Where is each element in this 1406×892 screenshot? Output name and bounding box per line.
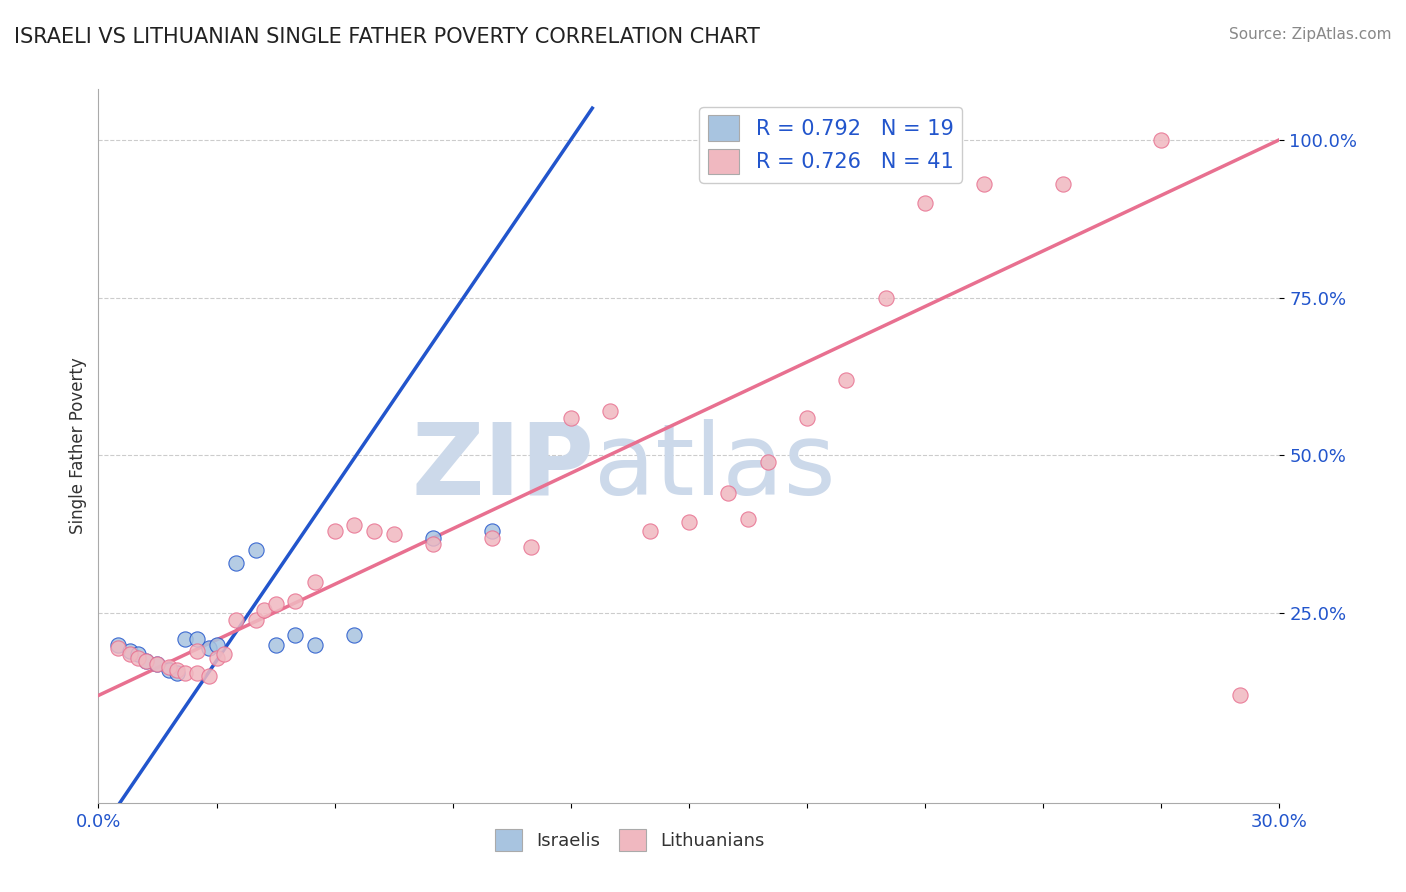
Point	[225, 556, 247, 570]
Point	[560, 410, 582, 425]
Point	[284, 628, 307, 642]
Point	[253, 603, 276, 617]
Point	[264, 597, 287, 611]
Point	[214, 648, 236, 662]
Point	[422, 537, 444, 551]
Point	[343, 628, 366, 642]
Point	[1052, 177, 1074, 191]
Point	[304, 638, 326, 652]
Point	[107, 638, 129, 652]
Point	[197, 669, 219, 683]
Point	[135, 654, 157, 668]
Point	[599, 404, 621, 418]
Point	[127, 648, 149, 662]
Point	[1150, 133, 1173, 147]
Point	[481, 524, 503, 539]
Text: ZIP: ZIP	[412, 419, 595, 516]
Point	[363, 524, 385, 539]
Point	[197, 641, 219, 656]
Point	[638, 524, 661, 539]
Point	[127, 650, 149, 665]
Point	[914, 195, 936, 210]
Point	[166, 666, 188, 681]
Text: atlas: atlas	[595, 419, 837, 516]
Point	[157, 660, 180, 674]
Text: ISRAELI VS LITHUANIAN SINGLE FATHER POVERTY CORRELATION CHART: ISRAELI VS LITHUANIAN SINGLE FATHER POVE…	[14, 27, 759, 46]
Point	[107, 641, 129, 656]
Point	[135, 654, 157, 668]
Point	[796, 410, 818, 425]
Point	[166, 663, 188, 677]
Point	[481, 531, 503, 545]
Point	[118, 644, 141, 658]
Point	[186, 644, 208, 658]
Point	[205, 638, 228, 652]
Point	[835, 373, 858, 387]
Point	[973, 177, 995, 191]
Point	[146, 657, 169, 671]
Point	[118, 648, 141, 662]
Point	[264, 638, 287, 652]
Point	[422, 531, 444, 545]
Point	[225, 613, 247, 627]
Point	[304, 574, 326, 589]
Point	[717, 486, 740, 500]
Point	[875, 291, 897, 305]
Point	[245, 543, 267, 558]
Point	[343, 517, 366, 532]
Point	[382, 527, 405, 541]
Point	[205, 650, 228, 665]
Point	[520, 540, 543, 554]
Point	[146, 657, 169, 671]
Legend: Israelis, Lithuanians: Israelis, Lithuanians	[488, 822, 772, 858]
Y-axis label: Single Father Poverty: Single Father Poverty	[69, 358, 87, 534]
Point	[174, 666, 197, 681]
Point	[323, 524, 346, 539]
Point	[186, 666, 208, 681]
Point	[157, 663, 180, 677]
Point	[284, 593, 307, 607]
Point	[186, 632, 208, 646]
Point	[678, 515, 700, 529]
Point	[174, 632, 197, 646]
Point	[756, 455, 779, 469]
Point	[737, 511, 759, 525]
Text: Source: ZipAtlas.com: Source: ZipAtlas.com	[1229, 27, 1392, 42]
Point	[1229, 689, 1251, 703]
Point	[245, 613, 267, 627]
